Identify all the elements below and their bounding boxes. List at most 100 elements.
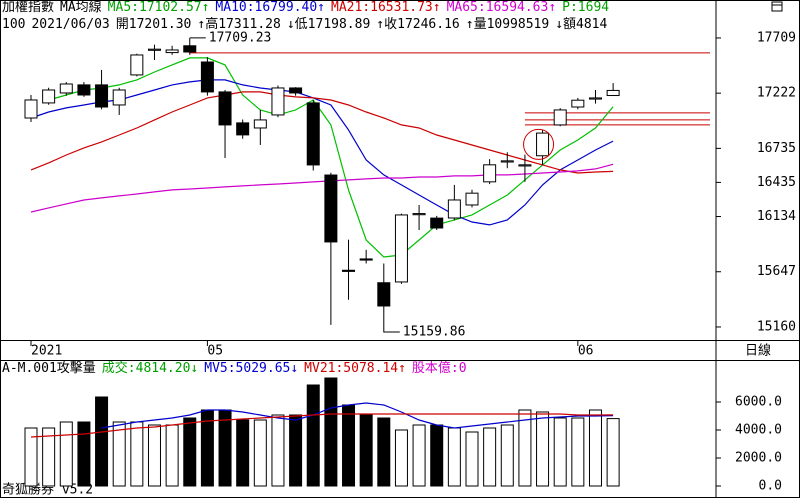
volume-bar bbox=[518, 409, 532, 487]
volume-bar bbox=[165, 424, 179, 487]
annotation: 17709.23 bbox=[209, 30, 272, 45]
candle-body bbox=[553, 109, 567, 126]
volume-bar bbox=[359, 414, 373, 487]
y-tick-label: 0.0 bbox=[759, 478, 782, 493]
candle-body bbox=[42, 89, 56, 104]
candle-body bbox=[24, 99, 38, 119]
indicator-label: P:1694 bbox=[562, 0, 610, 15]
period-label: 日線 bbox=[745, 343, 771, 359]
candle-body bbox=[500, 160, 514, 163]
y-tick-label: 2000.0 bbox=[735, 450, 782, 465]
y-tick-label: 17222 bbox=[757, 86, 796, 101]
volume-bar bbox=[606, 418, 620, 487]
highlight bbox=[523, 128, 555, 160]
candle-body bbox=[324, 174, 338, 243]
volume-bar bbox=[412, 424, 426, 487]
volume-title: A-M.001攻擊量 bbox=[2, 361, 96, 376]
candle-body bbox=[412, 213, 426, 216]
indicator-title: MA均線 bbox=[60, 0, 102, 15]
info-item: ↑高17311.28 bbox=[197, 17, 281, 32]
info-item: 開17201.30 bbox=[115, 17, 192, 32]
volume-bar bbox=[218, 409, 232, 487]
volume-bar bbox=[536, 411, 550, 487]
volume-bar bbox=[59, 421, 73, 487]
volume-bar bbox=[465, 431, 479, 487]
ma-line bbox=[30, 91, 614, 174]
y-tick-label: 16134 bbox=[757, 209, 796, 224]
candle-body bbox=[588, 97, 602, 100]
volume-bar bbox=[324, 377, 338, 487]
volume-bar bbox=[112, 421, 126, 487]
volume-label: 成交:4814.20↓ bbox=[101, 361, 199, 376]
info-header: 100 2021/06/03 開17201.30 ↑高17311.28 ↓低17198.… bbox=[2, 17, 714, 33]
indicator-label: MA65:16594.63↑ bbox=[446, 0, 557, 15]
candle-body bbox=[377, 282, 391, 307]
volume-bar bbox=[342, 404, 356, 487]
chart-title: 加權指數 bbox=[2, 0, 55, 15]
candle-body bbox=[147, 48, 161, 51]
volume-bar bbox=[147, 424, 161, 487]
y-tick-label: 16735 bbox=[757, 141, 796, 156]
candle-body bbox=[236, 122, 250, 136]
info-item: ↑收17246.16 bbox=[376, 17, 460, 32]
volume-bar bbox=[95, 396, 109, 487]
candle-body bbox=[130, 54, 144, 76]
volume-bar bbox=[289, 414, 303, 487]
volume-bar bbox=[500, 424, 514, 487]
x-tick-label: 06 bbox=[578, 344, 594, 359]
volume-bar bbox=[253, 419, 267, 487]
volume-bar bbox=[571, 417, 585, 487]
volume-label: MV21:5078.14↑ bbox=[304, 361, 406, 376]
candle-body bbox=[59, 83, 73, 94]
candle-body bbox=[289, 87, 303, 94]
volume-bar bbox=[553, 417, 567, 487]
indicator-label: MA21:16531.73↑ bbox=[331, 0, 441, 15]
y-tick-label: 6000.0 bbox=[735, 394, 782, 409]
annotation-leader bbox=[383, 326, 400, 333]
x-tick-label: 2021 bbox=[31, 344, 62, 359]
volume-bar bbox=[24, 427, 38, 487]
ma-line bbox=[48, 57, 614, 258]
volume-label: MV5:5029.65↓ bbox=[204, 361, 299, 376]
y-tick-label: 15647 bbox=[757, 264, 796, 279]
volume-bar bbox=[588, 409, 602, 487]
candle-body bbox=[165, 49, 179, 54]
volume-bar bbox=[77, 421, 91, 487]
candle-body bbox=[271, 87, 285, 116]
candle-body bbox=[447, 199, 461, 219]
volume-bar bbox=[430, 424, 444, 487]
info-item: 100 bbox=[2, 17, 26, 32]
candle-body bbox=[183, 45, 197, 53]
volume-label: 股本億:0 bbox=[411, 361, 467, 376]
info-item: ↓額4814 bbox=[555, 17, 608, 32]
candle-body bbox=[253, 119, 267, 129]
volume-header: A-M.001攻擊量 成交:4814.20↓ MV5:5029.65↓ MV21:50… bbox=[2, 361, 714, 377]
candle-body bbox=[536, 132, 550, 157]
indicator-label: MA10:16799.40↑ bbox=[215, 0, 325, 15]
volume-bar bbox=[236, 419, 250, 487]
volume-bar bbox=[306, 384, 320, 487]
candle-body bbox=[483, 164, 497, 183]
volume-bar bbox=[271, 414, 285, 487]
window-icon[interactable] bbox=[771, 1, 783, 12]
indicator-header: 加權指數 MA均線 MA5:17102.57↑ MA10:16799.40↑ MA21:… bbox=[2, 0, 714, 16]
candle-body bbox=[606, 89, 620, 97]
candle-body bbox=[95, 84, 109, 108]
x-tick-label: 05 bbox=[207, 344, 223, 359]
volume-bar bbox=[483, 427, 497, 487]
volume-bar bbox=[130, 421, 144, 487]
volume-bar bbox=[447, 427, 461, 487]
y-tick-label: 16435 bbox=[757, 175, 796, 190]
candle-body bbox=[218, 91, 232, 126]
indicator-label: MA5:17102.57↑ bbox=[107, 0, 210, 15]
ma-line bbox=[30, 79, 614, 226]
candle-body bbox=[359, 258, 373, 261]
y-tick-label: 15160 bbox=[757, 319, 796, 334]
info-item: ↑量10998519 bbox=[465, 17, 550, 32]
volume-bar bbox=[394, 429, 408, 487]
y-tick-label: 4000.0 bbox=[735, 422, 782, 437]
volume-bar bbox=[377, 417, 391, 487]
candle-body bbox=[200, 61, 214, 93]
